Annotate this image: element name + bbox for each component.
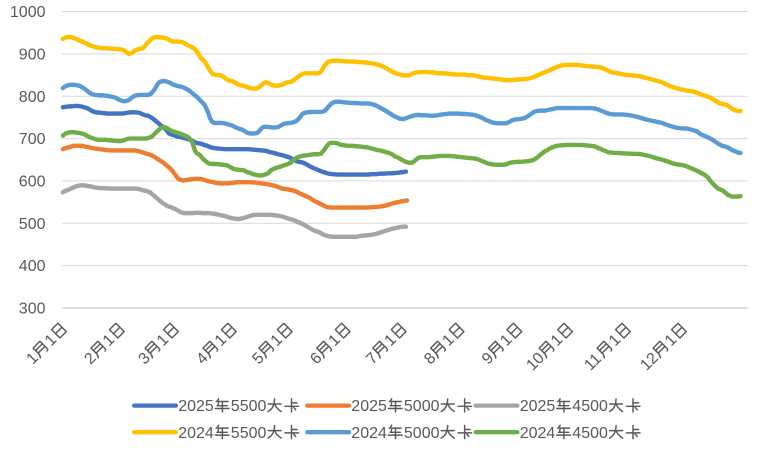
svg-text:2025: 2025 bbox=[520, 398, 556, 415]
svg-text:900: 900 bbox=[19, 46, 46, 63]
svg-text:700: 700 bbox=[19, 131, 46, 148]
svg-text:2025: 2025 bbox=[178, 398, 214, 415]
svg-text:5000: 5000 bbox=[404, 398, 440, 415]
svg-text:5000: 5000 bbox=[404, 425, 440, 442]
svg-text:1000: 1000 bbox=[10, 4, 46, 21]
svg-text:2024: 2024 bbox=[520, 425, 556, 442]
svg-text:5500: 5500 bbox=[231, 398, 267, 415]
svg-text:2024: 2024 bbox=[351, 425, 387, 442]
svg-text:4500: 4500 bbox=[572, 425, 608, 442]
svg-text:300: 300 bbox=[19, 301, 46, 318]
svg-text:5500: 5500 bbox=[231, 425, 267, 442]
svg-text:500: 500 bbox=[19, 216, 46, 233]
svg-text:2025: 2025 bbox=[351, 398, 387, 415]
svg-text:2024: 2024 bbox=[178, 425, 214, 442]
svg-text:600: 600 bbox=[19, 174, 46, 191]
svg-text:400: 400 bbox=[19, 258, 46, 275]
svg-text:800: 800 bbox=[19, 89, 46, 106]
svg-text:4500: 4500 bbox=[572, 398, 608, 415]
